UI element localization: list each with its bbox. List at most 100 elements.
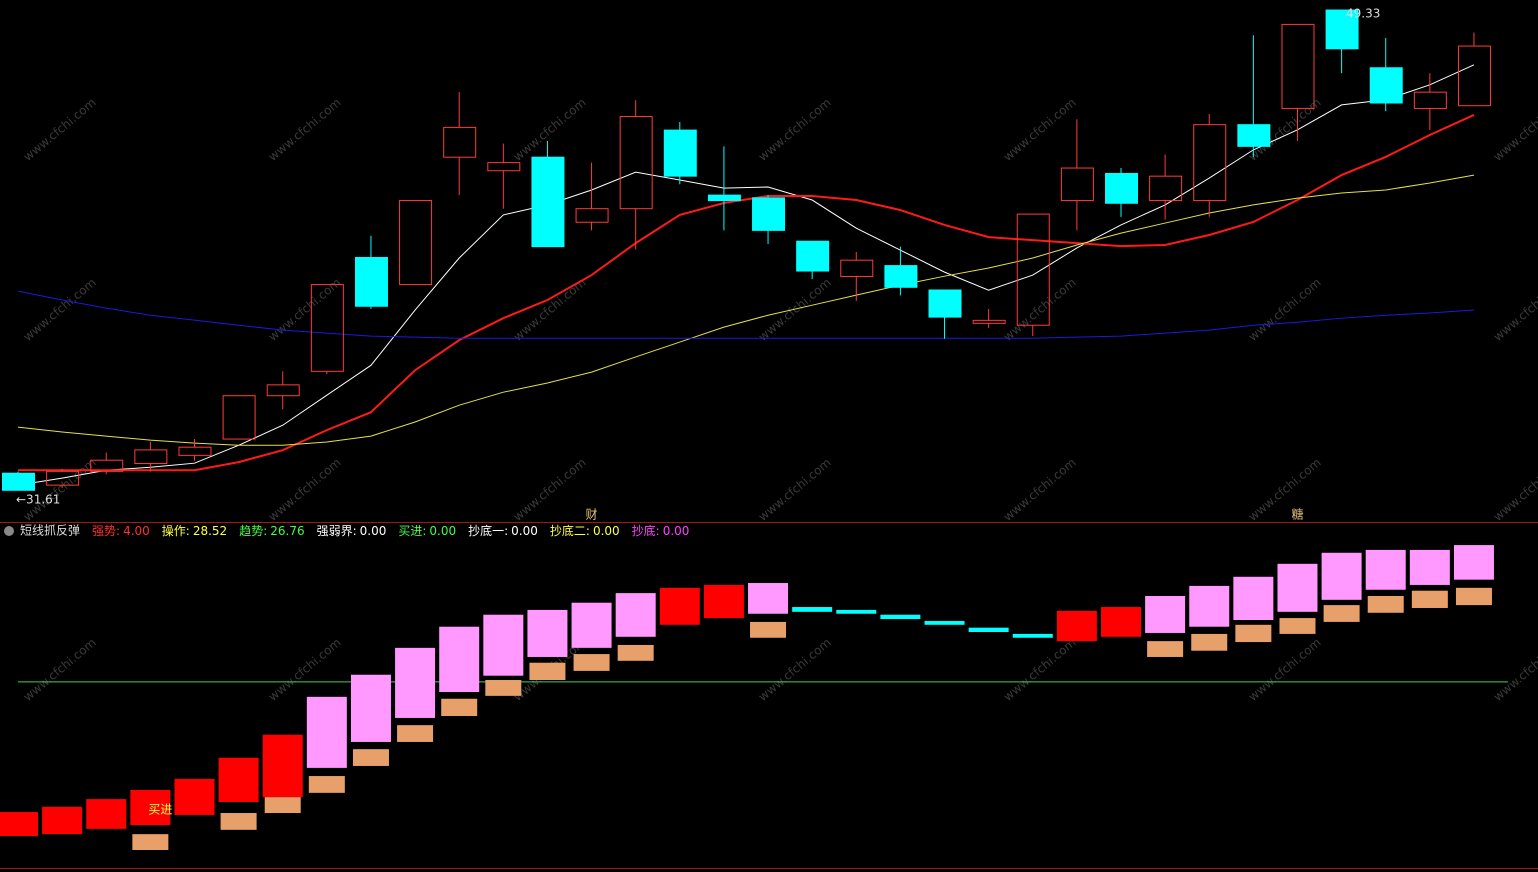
candle-body <box>1149 175 1183 202</box>
legend-entry: 抄底二: 0.00 <box>550 523 620 538</box>
candle-body <box>663 129 697 177</box>
indicator-lower-box <box>750 621 787 638</box>
legend-value: 28.52 <box>193 524 227 538</box>
indicator-lower-box <box>308 776 345 793</box>
candle-body <box>399 200 433 286</box>
candle-body <box>354 256 388 307</box>
candle-body <box>1237 124 1271 147</box>
candle-body <box>1105 172 1138 204</box>
indicator-box <box>0 812 38 837</box>
indicator-box <box>703 584 744 619</box>
indicator-box <box>1101 607 1141 637</box>
legend-name: 买进: <box>398 524 426 538</box>
indicator-lower-box <box>397 725 434 742</box>
indicator-box <box>1189 585 1230 627</box>
indicator-box <box>1056 610 1097 642</box>
legend-entry: 强势: 4.00 <box>92 524 150 538</box>
candle-body <box>928 289 962 318</box>
candle-body <box>1413 91 1447 109</box>
candle-body <box>487 162 521 172</box>
indicator-box <box>42 806 83 835</box>
candle-body <box>1016 213 1050 326</box>
event-marker: 糖 <box>1291 507 1303 522</box>
indicator-lower-box <box>352 749 389 766</box>
candle-body <box>2 472 35 491</box>
indicator-lower-box <box>1411 590 1448 608</box>
indicator-box <box>571 602 612 648</box>
candle-body <box>443 126 477 158</box>
indicator-lower-box <box>1147 641 1184 657</box>
indicator-box <box>262 734 303 798</box>
indicator-lower-box <box>529 662 566 681</box>
candle-body <box>575 208 609 223</box>
legend-value: 0.00 <box>360 524 387 538</box>
candle-body <box>1060 167 1094 202</box>
indicator-box <box>748 583 789 614</box>
candle-body <box>1369 67 1403 104</box>
indicator-box <box>1453 545 1494 580</box>
indicator-box <box>792 607 833 612</box>
indicator-box <box>1012 633 1053 638</box>
candle-body <box>310 284 344 372</box>
legend-name: 强势: <box>92 524 120 538</box>
candle-body <box>1193 124 1227 202</box>
ma-line <box>17 64 1475 486</box>
legend-value: 0.00 <box>511 524 538 538</box>
indicator-box <box>615 593 656 637</box>
indicator-lower-box <box>132 834 169 850</box>
indicator-title: 短线抓反弹 <box>20 524 80 538</box>
indicator-box <box>439 626 480 693</box>
legend-entry: 抄底: 0.00 <box>632 523 690 538</box>
indicator-lower-box <box>617 644 654 661</box>
indicator-lower-box <box>264 797 301 814</box>
indicator-box <box>1277 563 1318 612</box>
ma-line <box>18 114 1475 472</box>
candle-body <box>222 395 256 440</box>
legend-icon <box>4 526 14 536</box>
candle-body <box>90 459 124 472</box>
indicator-box <box>836 609 877 614</box>
indicator-box <box>483 614 524 676</box>
indicator-box <box>218 757 259 802</box>
indicator-box <box>924 620 965 625</box>
legend-name: 趋势: <box>239 524 267 538</box>
indicator-box <box>1145 595 1186 633</box>
indicator-box <box>1233 576 1274 620</box>
legend-value: 0.00 <box>593 524 620 538</box>
legend-value: 0.00 <box>429 524 456 538</box>
legend-name: 强弱界: <box>317 524 357 538</box>
candle-body <box>1281 23 1315 109</box>
indicator-box <box>1321 552 1362 600</box>
legend-value: 26.76 <box>270 524 304 538</box>
indicator-lower-box <box>1455 587 1492 606</box>
candle-body <box>46 470 80 486</box>
candle-body <box>266 384 300 397</box>
indicator-box <box>527 609 568 657</box>
candle-body <box>178 446 212 456</box>
indicator-box <box>350 674 391 742</box>
indicator-lower-box <box>1279 618 1316 634</box>
candle-body <box>619 116 653 210</box>
indicator-lower-box <box>1191 633 1228 651</box>
price-panel: 财 糖 49.33 ←31.61 <box>2 7 1491 522</box>
indicator-lower-box <box>220 813 257 830</box>
candle-body <box>884 265 918 288</box>
indicator-lower-box <box>441 698 478 717</box>
indicator-box <box>306 696 347 768</box>
indicator-box <box>86 799 127 829</box>
candle-body <box>134 449 168 464</box>
indicator-box <box>130 789 171 826</box>
candle-body <box>531 156 565 248</box>
legend-entry: 操作: 28.52 <box>162 523 227 538</box>
min-label: ←31.61 <box>16 493 60 507</box>
legend-entry: 强弱界: 0.00 <box>317 524 387 538</box>
legend-name: 抄底二: <box>550 523 590 538</box>
indicator-box <box>968 627 1009 632</box>
candle-body <box>707 194 741 202</box>
candle-body <box>752 197 786 231</box>
legend-entry: 趋势: 26.76 <box>239 524 304 538</box>
indicator-lower-box <box>1235 624 1272 643</box>
